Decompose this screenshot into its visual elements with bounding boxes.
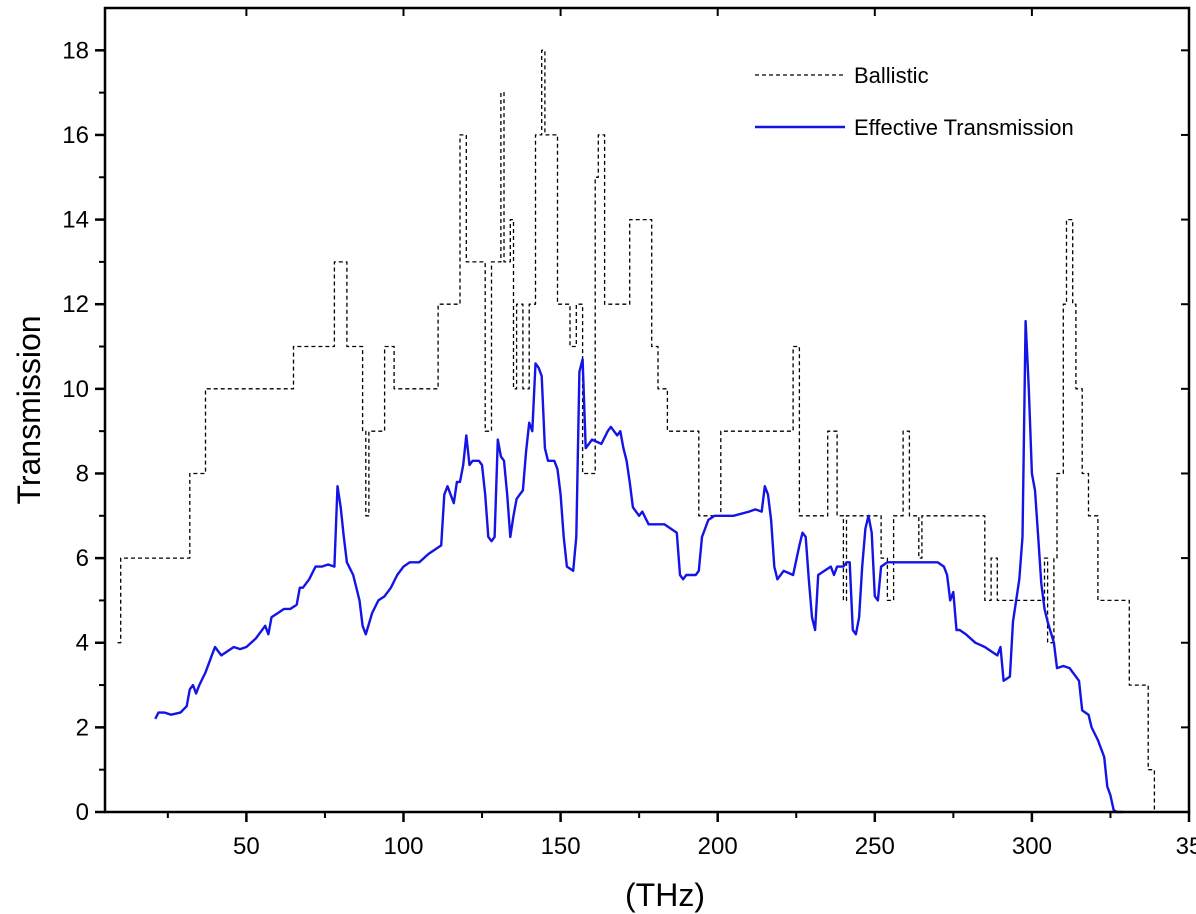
- y-tick-label: 14: [62, 207, 89, 234]
- y-tick-label: 4: [76, 630, 89, 657]
- x-axis-title: (THz): [625, 877, 705, 913]
- legend-label: Ballistic: [854, 63, 929, 88]
- y-tick-label: 18: [62, 37, 89, 64]
- y-tick-label: 6: [76, 545, 89, 572]
- y-tick-label: 16: [62, 122, 89, 149]
- y-tick-label: 0: [76, 799, 89, 826]
- x-tick-label: 50: [233, 833, 260, 860]
- x-tick-label: 35: [1176, 833, 1196, 860]
- x-tick-label: 150: [541, 833, 581, 860]
- series-line-effective-transmission: [154, 319, 1123, 814]
- x-tick-label: 200: [698, 833, 738, 860]
- y-tick-label: 2: [76, 714, 89, 741]
- y-tick-label: 12: [62, 291, 89, 318]
- x-tick-label: 100: [383, 833, 423, 860]
- legend-label: Effective Transmission: [854, 115, 1074, 140]
- legend: Ballistic Effective Transmission: [755, 63, 1074, 140]
- y-tick-label: 8: [76, 460, 89, 487]
- y-tick-label: 10: [62, 376, 89, 403]
- y-axis-title: Transmission: [11, 315, 47, 504]
- plot-frame: [103, 6, 1191, 814]
- series-line-ballistic: [117, 49, 1158, 813]
- x-tick-label: 300: [1012, 833, 1052, 860]
- x-tick-label: 250: [855, 833, 895, 860]
